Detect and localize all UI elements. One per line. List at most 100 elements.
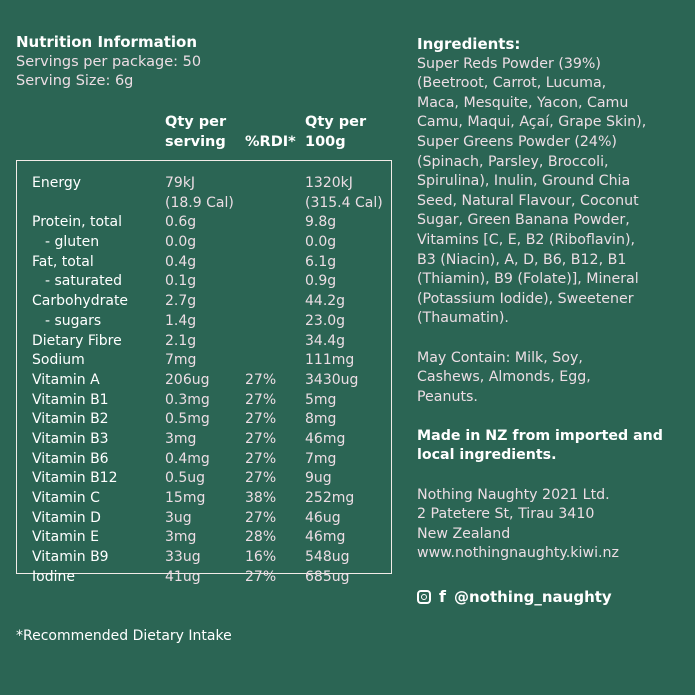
nutrient-name: Vitamin B3 [32, 430, 109, 447]
ingredients-line: Seed, Natural Flavour, Coconut [417, 192, 639, 209]
ingredients-title: Ingredients: [417, 35, 521, 53]
qty-per-100g: 0.9g [305, 273, 337, 290]
table-row: Iodine 41ug 27% 685ug [17, 568, 391, 588]
allergen-line: Cashews, Almonds, Egg, [417, 369, 591, 386]
qty-per-100g: 0.0g [305, 234, 337, 251]
rdi-percent: 27% [245, 470, 277, 487]
nutrient-name: Vitamin B6 [32, 450, 109, 467]
qty-per-100g: 111mg [305, 352, 355, 369]
table-row: Protein, total 0.6g 9.8g [17, 213, 391, 233]
qty-per-100g: 1320kJ (315.4 Cal) [305, 175, 383, 211]
nutrient-name: Vitamin D [32, 509, 101, 526]
nutrient-name: Vitamin C [32, 490, 100, 507]
qty-per-serving: 1.4g [165, 312, 197, 329]
rdi-percent: 27% [245, 568, 277, 585]
nutrition-table: Energy 79kJ (18.9 Cal) 1320kJ (315.4 Cal) P… [16, 160, 392, 585]
ingredients-line: Sugar, Green Banana Powder, [417, 212, 630, 229]
rdi-percent: 28% [245, 529, 277, 546]
nutrient-name: Iodine [32, 568, 75, 585]
ingredients-line: Super Reds Powder (39%) [417, 55, 601, 72]
qty-per-serving: 0.4g [165, 253, 197, 270]
ingredients-line: Super Greens Powder (24%) [417, 133, 617, 150]
company-line: 2 Patetere St, Tirau 3410 [417, 506, 595, 523]
table-row: Vitamin B2 0.5mg 27% 8mg [17, 410, 391, 430]
qty-per-100g: 3430ug [305, 371, 359, 388]
table-row: Vitamin D 3ug 27% 46ug [17, 509, 391, 529]
qty-per-100g: 46mg [305, 529, 346, 546]
qty-per-100g: 46mg [305, 430, 346, 447]
qty-per-serving: 3ug [165, 509, 192, 526]
rdi-percent: 16% [245, 549, 277, 566]
allergen-statement: May Contain: Milk, Soy, Cashews, Almonds,… [417, 349, 692, 408]
qty-per-serving: 79kJ (18.9 Cal) [165, 175, 234, 211]
company-line: Nothing Naughty 2021 Ltd. [417, 486, 610, 503]
made-in-line: Made in NZ from imported and [417, 427, 663, 444]
qty-per-serving: 33ug [165, 549, 201, 566]
nutrient-name: Dietary Fibre [32, 332, 122, 349]
qty-per-serving: 0.6g [165, 214, 197, 231]
company-address: Nothing Naughty 2021 Ltd. 2 Patetere St, … [417, 486, 692, 564]
nutrient-name: Vitamin B2 [32, 411, 109, 428]
nutrition-rows: Energy 79kJ (18.9 Cal) 1320kJ (315.4 Cal) P… [17, 174, 391, 587]
qty-per-100g: 9.8g [305, 214, 337, 231]
nutrient-name: Vitamin B12 [32, 470, 118, 487]
nutrient-name: - sugars [45, 312, 102, 329]
rdi-percent: 27% [245, 371, 277, 388]
made-in-line: local ingredients. [417, 447, 557, 464]
qty-per-100g: 548ug [305, 549, 350, 566]
qty-per-100g: 7mg [305, 450, 337, 467]
table-row: Vitamin A 206ug 27% 3430ug [17, 371, 391, 391]
social-handle: @nothing_naughty [453, 588, 612, 606]
qty-per-100g: 5mg [305, 391, 337, 408]
qty-per-serving: 0.3mg [165, 391, 210, 408]
made-in-statement: Made in NZ from imported and local ingred… [417, 427, 692, 466]
table-row: - gluten 0.0g 0.0g [17, 233, 391, 253]
social-handle-row: f @nothing_naughty [417, 588, 612, 606]
table-row: - saturated 0.1g 0.9g [17, 272, 391, 292]
qty-per-100g: 8mg [305, 411, 337, 428]
facebook-icon: f [439, 587, 446, 606]
ingredients-line: (Thiamin), B9 (Folate)], Mineral [417, 271, 639, 288]
table-row: Vitamin B9 33ug 16% 548ug [17, 548, 391, 568]
ingredients-line: (Beetroot, Carrot, Lucuma, [417, 75, 607, 92]
table-row: Vitamin E 3mg 28% 46mg [17, 528, 391, 548]
table-row: Energy 79kJ (18.9 Cal) 1320kJ (315.4 Cal) [17, 174, 391, 213]
qty-per-100g: 685ug [305, 568, 350, 585]
nutrient-name: Vitamin B1 [32, 391, 109, 408]
qty-per-serving: 2.1g [165, 332, 197, 349]
ingredients-line: (Potassium Iodide), Sweetener [417, 290, 634, 307]
qty-per-100g: 44.2g [305, 293, 346, 310]
qty-per-serving: 15mg [165, 490, 206, 507]
table-row: Sodium 7mg 111mg [17, 351, 391, 371]
nutrient-name: Vitamin A [32, 371, 100, 388]
qty-per-serving: 7mg [165, 352, 197, 369]
qty-per-serving: 3mg [165, 430, 197, 447]
qty-per-100g: 9ug [305, 470, 332, 487]
ingredients-line: B3 (Niacin), A, D, B6, B12, B1 [417, 251, 627, 268]
nutrient-name: Sodium [32, 352, 85, 369]
rdi-footnote: *Recommended Dietary Intake [16, 628, 232, 644]
company-line: www.nothingnaughty.kiwi.nz [417, 545, 619, 562]
ingredients-line: (Thaumatin). [417, 310, 509, 327]
table-row: Vitamin B6 0.4mg 27% 7mg [17, 450, 391, 470]
qty-per-100g: 34.4g [305, 332, 346, 349]
table-row: Fat, total 0.4g 6.1g [17, 253, 391, 273]
table-row: Carbohydrate 2.7g 44.2g [17, 292, 391, 312]
allergen-line: May Contain: Milk, Soy, [417, 349, 583, 366]
qty-per-serving: 41ug [165, 568, 201, 585]
table-row: Dietary Fibre 2.1g 34.4g [17, 332, 391, 352]
nutrient-name: Vitamin E [32, 529, 99, 546]
qty-per-100g: 23.0g [305, 312, 346, 329]
nutrition-header: Nutrition Information Servings per packa… [16, 33, 201, 92]
nutrient-name: Vitamin B9 [32, 549, 109, 566]
rdi-percent: 27% [245, 391, 277, 408]
nutrient-name: Energy [32, 175, 82, 191]
company-line: New Zealand [417, 525, 511, 542]
qty-per-100g: 6.1g [305, 253, 337, 270]
rdi-percent: 27% [245, 430, 277, 447]
instagram-icon [417, 590, 431, 604]
qty-per-serving: 0.0g [165, 234, 197, 251]
column-header-rdi: %RDI* [245, 134, 296, 150]
ingredients-line: (Spinach, Parsley, Broccoli, [417, 153, 609, 170]
qty-per-serving: 0.1g [165, 273, 197, 290]
